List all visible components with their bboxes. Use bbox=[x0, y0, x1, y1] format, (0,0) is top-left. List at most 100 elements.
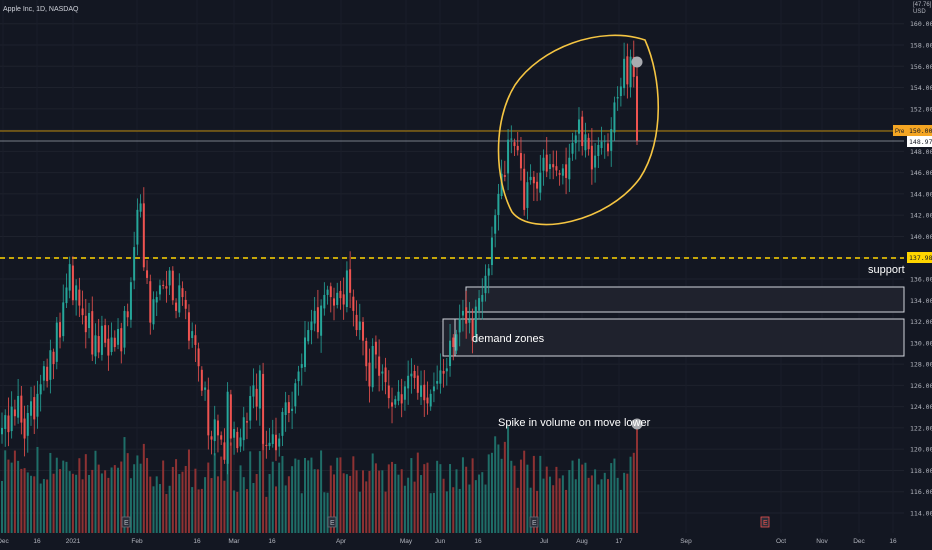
candle-body bbox=[636, 76, 638, 141]
earnings-marker-box bbox=[327, 516, 337, 528]
candle-body bbox=[303, 337, 306, 368]
candle-body bbox=[416, 375, 419, 393]
volume-bar bbox=[481, 472, 484, 533]
volume-bar bbox=[516, 487, 519, 533]
y-tick-label: 116.00 bbox=[910, 488, 932, 496]
volume-bar bbox=[181, 471, 184, 533]
candle-body bbox=[52, 351, 55, 365]
last-value-text: 148.97 bbox=[909, 138, 932, 146]
volume-bar bbox=[155, 476, 158, 533]
volume-bar bbox=[213, 453, 216, 533]
volume-bar bbox=[168, 485, 171, 533]
candle-body bbox=[523, 168, 526, 210]
volume-bar bbox=[136, 455, 139, 533]
volume-bar bbox=[220, 456, 223, 533]
candle-body bbox=[526, 182, 529, 208]
volume-bar bbox=[594, 469, 597, 533]
candle-body bbox=[407, 375, 410, 389]
demand-zones bbox=[442, 286, 905, 357]
volume-bar bbox=[574, 479, 577, 533]
candle-body bbox=[539, 172, 542, 193]
volume-bar bbox=[75, 474, 78, 533]
candle-body bbox=[226, 391, 229, 464]
volume-bar bbox=[461, 457, 464, 533]
candle-body bbox=[510, 138, 513, 140]
x-tick-label: 16 bbox=[33, 538, 41, 545]
candle-body bbox=[287, 402, 290, 414]
volume-bar bbox=[371, 453, 374, 533]
volume-bar bbox=[500, 458, 503, 533]
candle-body bbox=[458, 318, 461, 333]
candle-body bbox=[362, 321, 365, 341]
volume-bar bbox=[303, 457, 306, 533]
volume-bar bbox=[619, 489, 622, 533]
candle-body bbox=[229, 394, 232, 439]
volume-bar bbox=[381, 470, 384, 533]
volume-bar bbox=[204, 477, 207, 533]
candle-body bbox=[33, 397, 36, 420]
x-tick-label: Dec bbox=[0, 538, 10, 545]
support-value-box bbox=[907, 252, 932, 263]
volume-bar bbox=[536, 490, 539, 533]
y-tick-label: 140.00 bbox=[910, 233, 932, 241]
volume-bar bbox=[478, 474, 481, 533]
volume-bar bbox=[577, 458, 580, 533]
candle-body bbox=[410, 373, 413, 377]
volume-bar bbox=[358, 491, 361, 533]
candle-body bbox=[36, 393, 39, 417]
volume-bar bbox=[68, 471, 71, 533]
volume-bar bbox=[387, 464, 390, 533]
x-tick-label: 16 bbox=[193, 538, 201, 545]
candle-body bbox=[10, 406, 13, 432]
candle-body bbox=[300, 364, 303, 368]
volume-bar bbox=[629, 456, 632, 533]
symbol-title[interactable]: Apple Inc, 1D, NASDAQ bbox=[3, 6, 79, 13]
candle-body bbox=[181, 288, 184, 298]
volume-bar bbox=[120, 461, 123, 533]
candle-body bbox=[129, 282, 132, 320]
candle-body bbox=[513, 142, 516, 147]
candle-body bbox=[600, 141, 603, 149]
volume-bar bbox=[110, 467, 113, 533]
candle-body bbox=[62, 302, 65, 337]
volume-bar bbox=[107, 477, 110, 533]
earnings-marker-box bbox=[529, 516, 539, 528]
volume-bar bbox=[603, 472, 606, 533]
candle-body bbox=[165, 286, 168, 289]
candle-body bbox=[107, 338, 110, 356]
volume-bar bbox=[362, 470, 365, 533]
candle-body bbox=[210, 436, 213, 440]
y-tick-label: 132.00 bbox=[910, 318, 932, 326]
last-price-tag: 148.97 bbox=[907, 136, 932, 147]
candle-body bbox=[42, 366, 45, 381]
candle-body bbox=[242, 417, 245, 441]
volume-bar bbox=[606, 479, 609, 533]
volume-bar bbox=[423, 464, 426, 533]
candle-body bbox=[423, 384, 426, 401]
volume-bar bbox=[13, 450, 16, 533]
volume-bar bbox=[142, 443, 145, 533]
candle-body bbox=[394, 399, 397, 405]
volume-bar bbox=[403, 485, 406, 533]
volume-bar bbox=[178, 474, 181, 533]
x-tick-label: 16 bbox=[889, 538, 897, 545]
volume-bar bbox=[487, 454, 490, 533]
time-axis[interactable]: Dec 16 2021 Feb 16 Mar 16 Apr May Jun 16 Jul Aug 17 Se… bbox=[0, 538, 897, 545]
candle-body bbox=[223, 442, 226, 460]
volume-bar bbox=[336, 457, 339, 533]
candle-body bbox=[374, 341, 377, 355]
candlesticks bbox=[1, 40, 638, 475]
volume-bar bbox=[397, 474, 400, 533]
candle-body bbox=[355, 314, 358, 331]
volume-bar bbox=[165, 493, 168, 533]
candle-body bbox=[1, 427, 3, 435]
candle-body bbox=[258, 370, 261, 409]
candle-body bbox=[265, 444, 268, 446]
candle-body bbox=[233, 428, 236, 438]
candle-body bbox=[619, 86, 622, 97]
candle-body bbox=[613, 102, 616, 133]
volume-bar bbox=[368, 470, 371, 533]
volume-bar bbox=[339, 457, 342, 533]
candle-body bbox=[30, 401, 33, 416]
